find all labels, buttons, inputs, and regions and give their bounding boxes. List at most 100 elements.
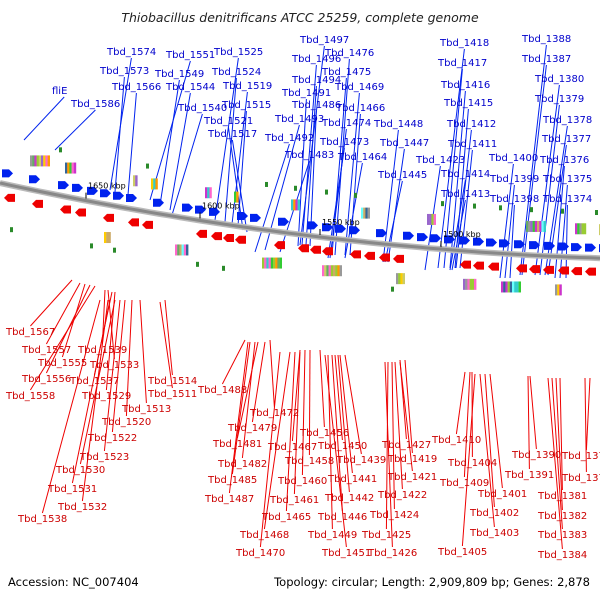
gene-label-top[interactable]: Tbd_1423 <box>415 155 465 166</box>
gene-label-bottom[interactable]: Tbd_1467 <box>267 442 317 453</box>
gene-label-bottom[interactable]: Tbd_1487 <box>204 494 254 505</box>
gene-label-bottom[interactable]: Tbd_1558 <box>5 391 55 402</box>
gene-label-top[interactable]: Tbd_1521 <box>203 116 253 127</box>
gene-label-bottom[interactable]: Tbd_1402 <box>469 508 519 519</box>
gene-label-top[interactable]: Tbd_1497 <box>299 35 349 46</box>
gene-label-top[interactable]: Tbd_1491 <box>281 88 331 99</box>
gene-label-top[interactable]: Tbd_1464 <box>337 152 387 163</box>
gene-label-top[interactable]: Tbd_1448 <box>373 119 423 130</box>
gene-label-top[interactable]: Tbd_1469 <box>334 82 384 93</box>
gene-label-bottom[interactable]: Tbd_1511 <box>147 389 197 400</box>
gene-label-bottom[interactable]: Tbd_1482 <box>217 459 267 470</box>
gene-label-top[interactable]: Tbd_1388 <box>521 34 571 45</box>
gene-label-top[interactable]: Tbd_1377 <box>541 134 591 145</box>
gene-label-bottom[interactable]: Tbd_1441 <box>327 474 377 485</box>
gene-label-bottom[interactable]: Tbd_1442 <box>324 493 374 504</box>
gene-label-top[interactable]: Tbd_1549 <box>154 69 204 80</box>
gene-label-top[interactable]: Tbd_1566 <box>111 82 161 93</box>
gene-label-bottom[interactable]: Tbd_1532 <box>57 502 107 513</box>
gene-label-bottom[interactable]: Tbd_1468 <box>239 530 289 541</box>
gene-label-top[interactable]: Tbd_1494 <box>291 75 341 86</box>
gene-label-bottom[interactable]: Tbd_1522 <box>87 433 137 444</box>
gene-label-top[interactable]: Tbd_1418 <box>439 38 489 49</box>
gene-label-top[interactable]: Tbd_1475 <box>321 67 371 78</box>
gene-label-bottom[interactable]: Tbd_1485 <box>207 475 257 486</box>
gene-label-bottom[interactable]: Tbd_1439 <box>336 455 386 466</box>
gene-label-bottom[interactable]: Tbd_1426 <box>367 548 417 559</box>
gene-label-bottom[interactable]: Tbd_1556 <box>21 374 71 385</box>
gene-label-bottom[interactable]: Tbd_1520 <box>101 417 151 428</box>
gene-label-top[interactable]: Tbd_1376 <box>539 155 589 166</box>
gene-label-top[interactable]: Tbd_1415 <box>443 98 493 109</box>
gene-label-top[interactable]: Tbd_1493 <box>274 114 324 125</box>
gene-label-bottom[interactable]: Tbd_1461 <box>269 495 319 506</box>
gene-label-bottom[interactable]: Tbd_1405 <box>437 547 487 558</box>
gene-label-bottom[interactable]: Tbd_1537 <box>69 376 119 387</box>
gene-label-top[interactable]: Tbd_1574 <box>106 47 156 58</box>
gene-label-top[interactable]: Tbd_1524 <box>211 67 261 78</box>
gene-label-top[interactable]: Tbd_1573 <box>99 66 149 77</box>
gene-label-bottom[interactable]: Tbd_1458 <box>284 456 334 467</box>
gene-label-bottom[interactable]: Tbd_1456 <box>299 428 349 439</box>
gene-label-bottom[interactable]: Tbd_1403 <box>469 528 519 539</box>
gene-label-top[interactable]: Tbd_1417 <box>437 58 487 69</box>
gene-label-top[interactable]: Tbd_1375 <box>542 174 592 185</box>
gene-label-top[interactable]: Tbd_1483 <box>284 150 334 161</box>
gene-label-bottom[interactable]: Tbd_1465 <box>261 512 311 523</box>
gene-label-bottom[interactable]: Tbd_1557 <box>21 345 71 356</box>
gene-label-bottom[interactable]: Tbd_1404 <box>447 458 497 469</box>
gene-label-bottom[interactable]: Tbd_1424 <box>369 510 419 521</box>
gene-label-bottom[interactable]: Tbd_1391 <box>504 470 554 481</box>
gene-label-bottom[interactable]: Tbd_1410 <box>431 435 481 446</box>
gene-label-bottom[interactable]: Tbd_1555 <box>37 358 87 369</box>
gene-label-bottom[interactable]: Tbd_1523 <box>79 452 129 463</box>
gene-label-bottom[interactable]: Tbd_1382 <box>537 511 587 522</box>
gene-label-bottom[interactable]: Tbd_1450 <box>317 441 367 452</box>
gene-label-bottom[interactable]: Tbd_1427 <box>381 440 431 451</box>
gene-label-bottom[interactable]: Tbd_1372 <box>561 451 600 462</box>
gene-label-bottom[interactable]: Tbd_1421 <box>387 472 437 483</box>
gene-label-top[interactable]: Tbd_1400 <box>488 153 538 164</box>
gene-label-top[interactable]: Tbd_1411 <box>447 139 497 150</box>
gene-label-bottom[interactable]: Tbd_1446 <box>317 512 367 523</box>
gene-label-bottom[interactable]: Tbd_1481 <box>212 439 262 450</box>
gene-label-top[interactable]: Tbd_1447 <box>379 138 429 149</box>
gene-label-top[interactable]: Tbd_1551 <box>165 50 215 61</box>
gene-label-bottom[interactable]: Tbd_1425 <box>361 530 411 541</box>
gene-label-bottom[interactable]: Tbd_1539 <box>77 345 127 356</box>
gene-label-top[interactable]: Tbd_1515 <box>221 100 271 111</box>
gene-label-bottom[interactable]: Tbd_1383 <box>537 530 587 541</box>
gene-label-top[interactable]: Tbd_1374 <box>542 194 592 205</box>
gene-label-bottom[interactable]: Tbd_1533 <box>89 360 139 371</box>
gene-label-bottom[interactable]: Tbd_1479 <box>227 423 277 434</box>
gene-label-top[interactable]: Tbd_1474 <box>321 118 371 129</box>
gene-label-top[interactable]: Tbd_1496 <box>291 54 341 65</box>
gene-label-top[interactable]: Tbd_1540 <box>177 103 227 114</box>
gene-label-bottom[interactable]: Tbd_1390 <box>511 450 561 461</box>
gene-label-top[interactable]: Tbd_1586 <box>70 99 120 110</box>
gene-label-bottom[interactable]: Tbd_1567 <box>5 327 55 338</box>
gene-label-top[interactable]: Tbd_1414 <box>440 169 490 180</box>
gene-label-bottom[interactable]: Tbd_1384 <box>537 550 587 561</box>
gene-label-bottom[interactable]: Tbd_1419 <box>387 454 437 465</box>
gene-label-top[interactable]: Tbd_1445 <box>377 170 427 181</box>
gene-label-top[interactable]: Tbd_1466 <box>335 103 385 114</box>
gene-label-top[interactable]: Tbd_1517 <box>207 129 257 140</box>
gene-label-bottom[interactable]: Tbd_1409 <box>439 478 489 489</box>
gene-label-top[interactable]: fliE <box>52 86 67 97</box>
gene-label-top[interactable]: Tbd_1398 <box>489 194 539 205</box>
gene-label-top[interactable]: Tbd_1387 <box>521 54 571 65</box>
gene-label-top[interactable]: Tbd_1399 <box>489 174 539 185</box>
gene-label-bottom[interactable]: Tbd_1451 <box>321 548 371 559</box>
gene-label-bottom[interactable]: Tbd_1472 <box>249 408 299 419</box>
gene-label-top[interactable]: Tbd_1473 <box>319 137 369 148</box>
gene-label-bottom[interactable]: Tbd_1401 <box>477 489 527 500</box>
gene-label-top[interactable]: Tbd_1519 <box>222 81 272 92</box>
gene-label-bottom[interactable]: Tbd_1422 <box>377 490 427 501</box>
gene-label-top[interactable]: Tbd_1379 <box>534 94 584 105</box>
gene-label-top[interactable]: Tbd_1380 <box>534 74 584 85</box>
gene-label-bottom[interactable]: Tbd_1470 <box>235 548 285 559</box>
gene-label-top[interactable]: Tbd_1525 <box>213 47 263 58</box>
gene-label-bottom[interactable]: Tbd_1538 <box>17 514 67 525</box>
gene-label-bottom[interactable]: Tbd_1529 <box>81 391 131 402</box>
